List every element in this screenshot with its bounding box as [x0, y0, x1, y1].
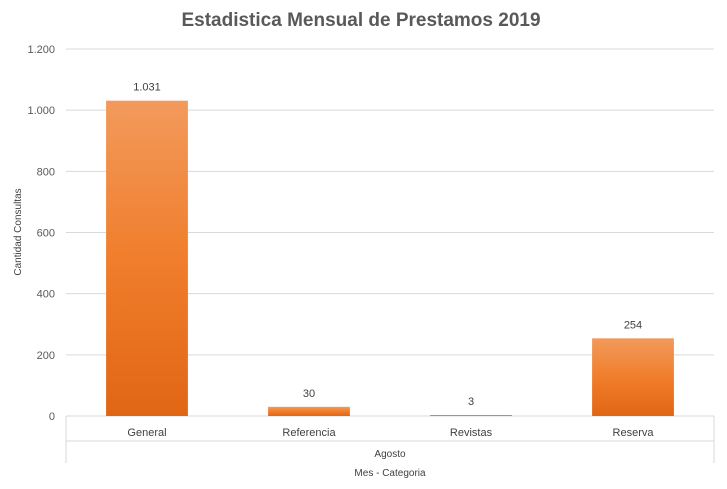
y-axis-title: Cantidad Consultas	[13, 188, 24, 275]
y-tick-label: 800	[37, 166, 55, 178]
bar-revistas	[430, 415, 512, 416]
bar-referencia	[268, 406, 350, 416]
y-tick-label: 200	[37, 350, 55, 362]
y-tick-labels: 0 200 400 600 800 1.000 1.200	[27, 44, 55, 423]
group-label: Agosto	[374, 449, 406, 460]
category-label-revistas: Revistas	[450, 427, 493, 439]
data-label-general: 1.031	[133, 82, 161, 94]
x-axis-frame	[65, 416, 715, 463]
y-tick-label: 1.000	[27, 105, 55, 117]
category-label-referencia: Referencia	[282, 427, 336, 439]
y-tick-label: 1.200	[27, 44, 55, 56]
category-labels: General Referencia Revistas Reserva	[127, 427, 654, 439]
x-axis-title: Mes - Categoria	[354, 468, 426, 479]
category-label-general: General	[127, 427, 166, 439]
category-label-reserva: Reserva	[613, 427, 655, 439]
y-tick-label: 0	[49, 411, 55, 423]
bars	[106, 100, 674, 416]
bar-general	[106, 100, 188, 416]
data-label-revistas: 3	[468, 396, 474, 408]
y-tick-label: 400	[37, 289, 55, 301]
data-labels: 1.031 30 3 254	[133, 82, 642, 408]
chart-title: Estadistica Mensual de Prestamos 2019	[181, 10, 540, 31]
data-label-reserva: 254	[624, 319, 642, 331]
y-tick-label: 600	[37, 228, 55, 240]
data-label-referencia: 30	[303, 388, 315, 400]
bar-reserva	[592, 338, 674, 416]
